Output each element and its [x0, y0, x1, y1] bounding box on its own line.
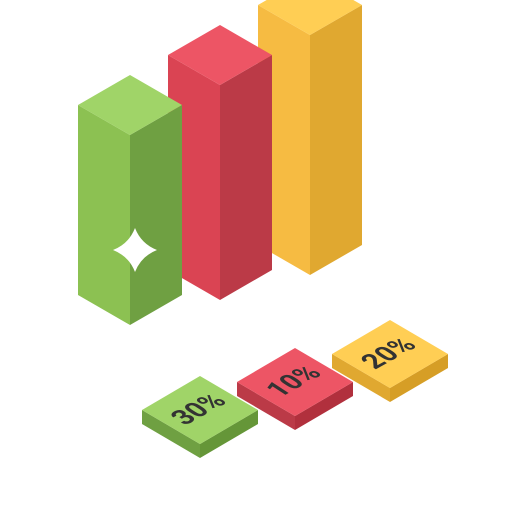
isometric-bar-chart: 20%10%30% — [0, 0, 512, 512]
bar-20 — [258, 0, 362, 275]
bar-30 — [78, 75, 182, 325]
bar-10-right-face — [220, 55, 272, 300]
tiles-layer: 20%10%30% — [142, 320, 448, 458]
bar-30-right-face — [130, 105, 182, 325]
bars-layer — [78, 0, 362, 325]
bar-20-right-face — [310, 5, 362, 275]
bar-30-left-face — [78, 105, 130, 325]
bar-10 — [168, 25, 272, 300]
